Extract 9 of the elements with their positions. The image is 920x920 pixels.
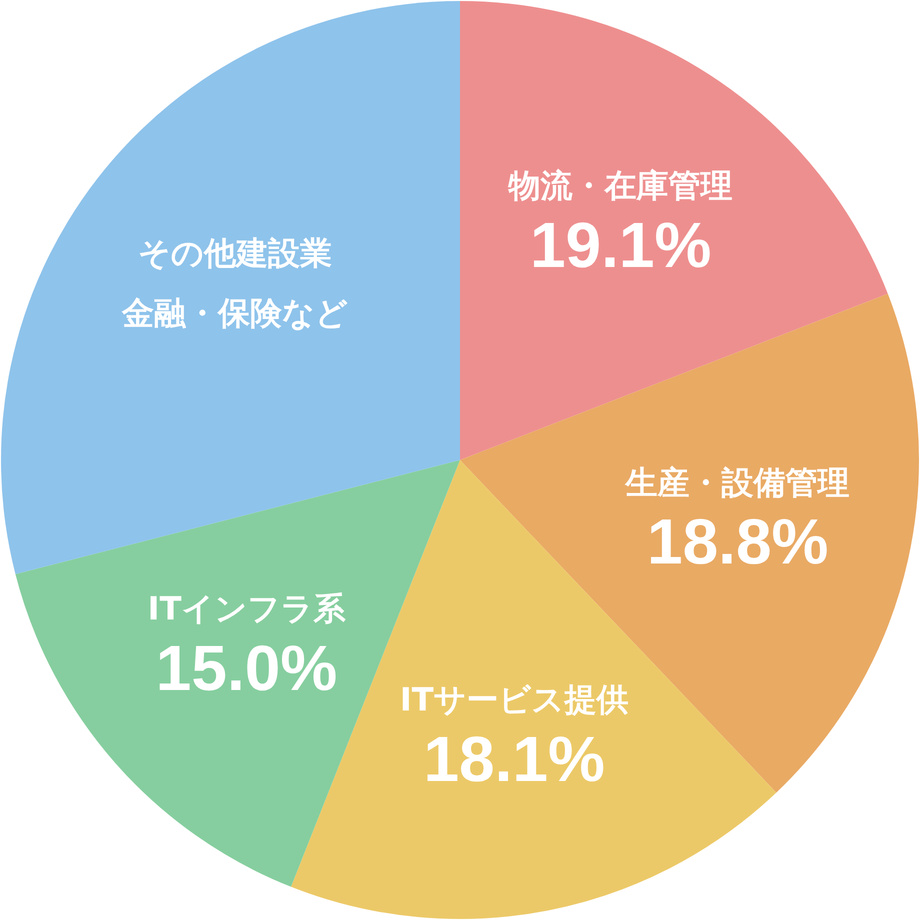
slice-label: その他建設業金融・保険など bbox=[121, 234, 348, 332]
data-label: 15.0% bbox=[156, 632, 338, 704]
data-label: 18.1% bbox=[423, 723, 605, 796]
slice-label: 生産・設備管理 bbox=[624, 463, 850, 502]
data-label: 18.8% bbox=[646, 506, 828, 578]
data-label: 19.1% bbox=[530, 208, 712, 281]
slice-label: 物流・在庫管理 bbox=[508, 166, 733, 204]
slice-label: ITサービス提供 bbox=[400, 680, 629, 719]
slice-label: ITインフラ系 bbox=[148, 590, 346, 628]
